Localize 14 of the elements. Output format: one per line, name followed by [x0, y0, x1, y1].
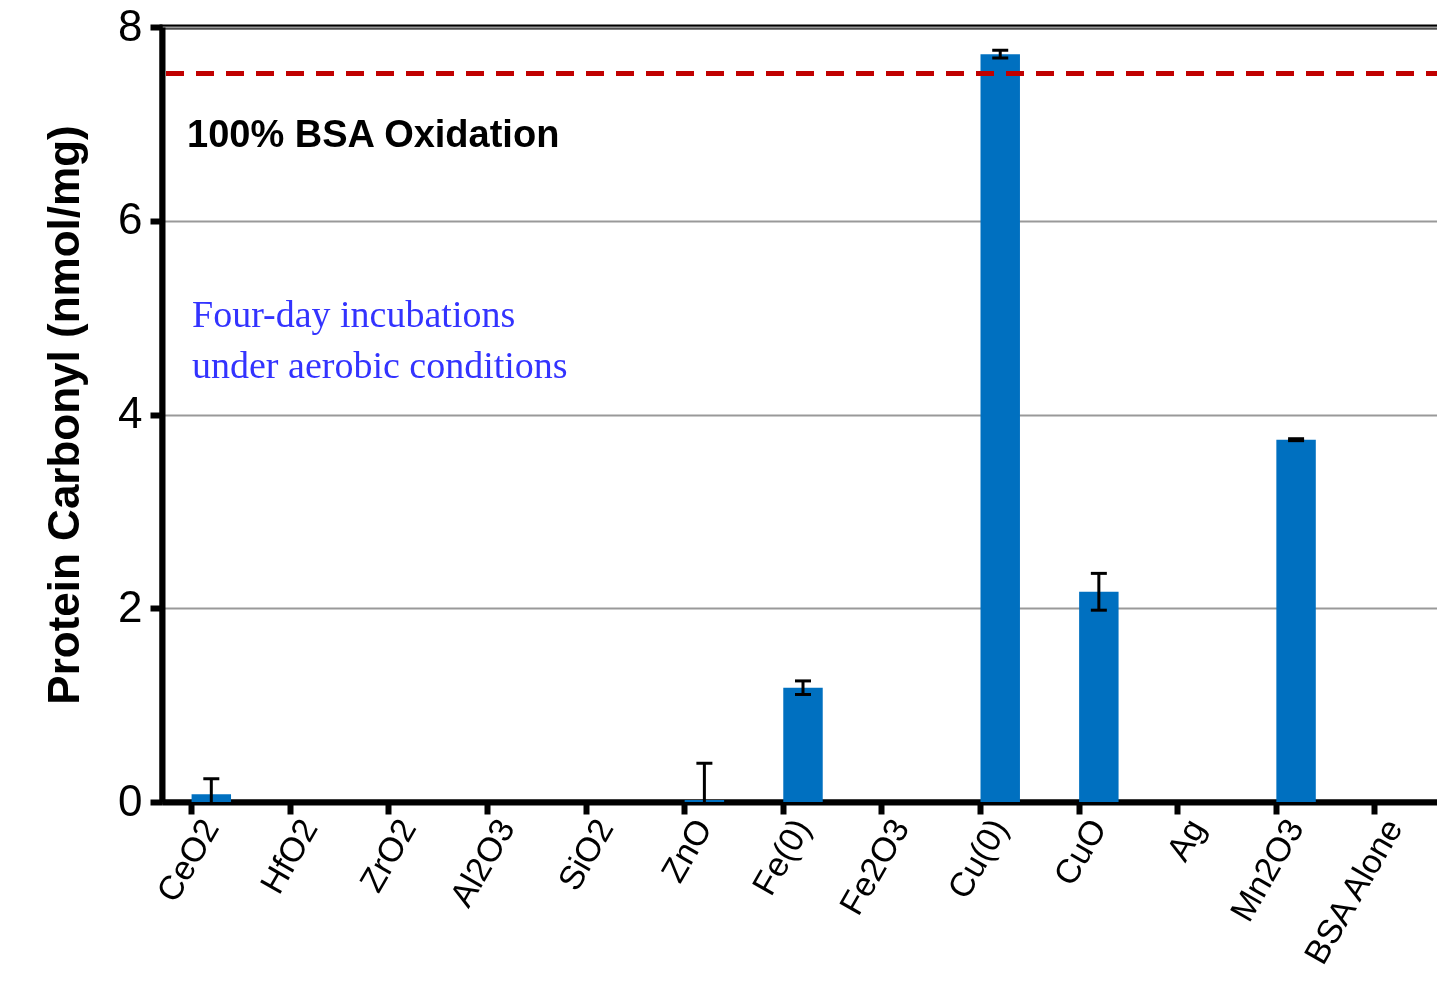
- bar: [1079, 591, 1119, 802]
- bar: [980, 54, 1020, 802]
- y-axis-title: Protein Carbonyl (nmol/mg): [39, 125, 89, 705]
- x-tick-label: Ag: [1158, 812, 1213, 868]
- bar: [1276, 439, 1316, 802]
- ref-line-label: 100% BSA Oxidation: [187, 112, 560, 155]
- y-tick-label: 6: [118, 194, 143, 244]
- bar: [191, 794, 232, 802]
- y-tick-label: 2: [118, 581, 143, 631]
- y-tick-label: 4: [118, 388, 143, 437]
- y-tick-label: 8: [118, 0, 143, 50]
- bar: [783, 687, 823, 802]
- y-tick-label: 0: [118, 775, 143, 825]
- annotation: Four-day incubations under aerobic conditions: [192, 293, 568, 386]
